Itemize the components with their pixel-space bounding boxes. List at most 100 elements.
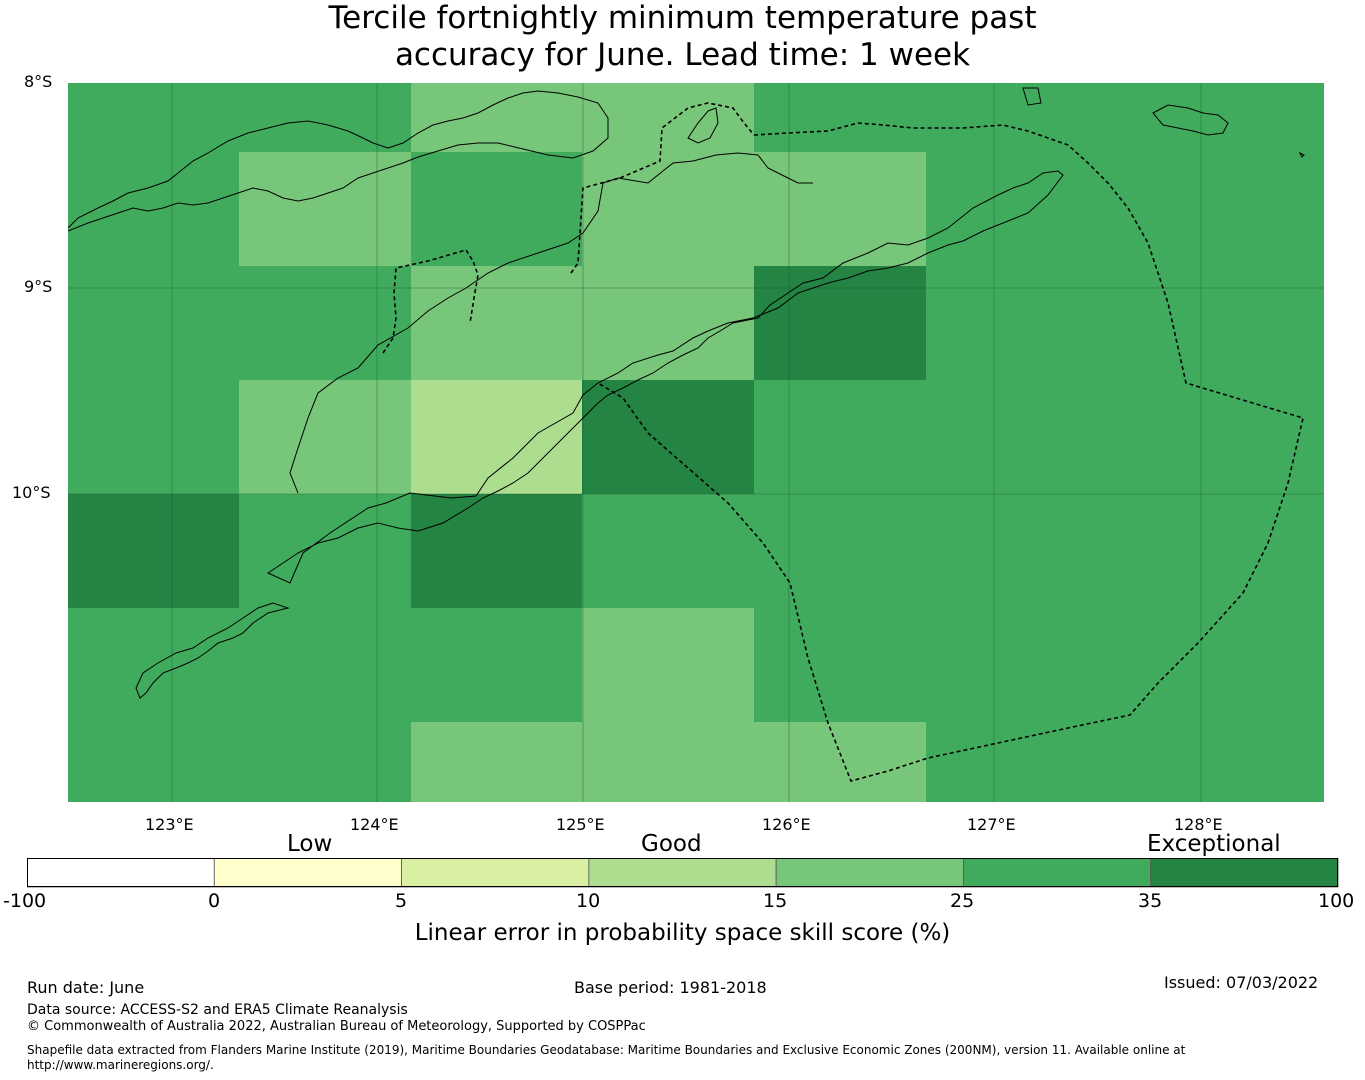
grid-cell [754, 380, 927, 495]
data-source: Data source: ACCESS-S2 and ERA5 Climate … [27, 1002, 408, 1018]
lat-label-8s: 8°S [24, 72, 53, 91]
coastlines [68, 87, 1305, 699]
lat-label-9s: 9°S [24, 277, 53, 296]
grid-cell [926, 494, 1098, 609]
grid-cell [68, 152, 240, 267]
grid-cell [411, 266, 583, 381]
grid-cell [1097, 608, 1324, 723]
map-title-line1: Tercile fortnightly minimum temperature … [328, 0, 1037, 36]
grid-cell [926, 722, 1098, 802]
lon-label-127e: 127°E [967, 815, 1016, 834]
issued-date: Issued: 07/03/2022 [1164, 973, 1319, 992]
grid-cell [68, 722, 240, 802]
grid-cell [411, 608, 583, 723]
colorbar-tick-5: 5 [395, 890, 408, 912]
grid-cell [926, 266, 1098, 381]
maritime-boundary-north [570, 102, 755, 274]
grid-cell [582, 83, 755, 153]
grid-cell [68, 266, 240, 381]
grid-cell [68, 494, 240, 609]
colorbar-border [27, 858, 1338, 887]
grid-cell [926, 380, 1098, 495]
colorbar-segment [963, 858, 1152, 888]
base-period: Base period: 1981-2018 [574, 978, 767, 997]
grid-cell [411, 494, 583, 609]
grid-cell [239, 83, 412, 153]
grid-cell [1097, 266, 1324, 381]
grid-cell [1097, 152, 1324, 267]
colorbar-segment [775, 858, 964, 888]
lon-label-125e: 125°E [556, 815, 605, 834]
colorbar-tick-25: 25 [950, 890, 975, 912]
grid-cell [1097, 494, 1324, 609]
wetar-islet [1022, 87, 1042, 106]
lon-label-126e: 126°E [762, 815, 811, 834]
grid-cell [239, 722, 412, 802]
colorbar-tick-0: 0 [208, 890, 221, 912]
colorbar-segment [588, 858, 777, 888]
colorbar-label: Linear error in probability space skill … [414, 920, 951, 946]
grid-cell [411, 722, 583, 802]
alor-island [1152, 104, 1229, 136]
lon-label-124e: 124°E [350, 815, 399, 834]
grid-cell [754, 608, 927, 723]
grid-cell [239, 266, 412, 381]
grid-cell [754, 266, 927, 381]
grid-cells [68, 83, 1324, 802]
grid-cell [239, 494, 412, 609]
grid-cell [1097, 722, 1324, 802]
copyright-notice: © Commonwealth of Australia 2022, Austra… [27, 1019, 646, 1034]
grid-cell [239, 380, 412, 495]
grid-cell [754, 494, 927, 609]
small-islet-atauro [687, 107, 719, 144]
grid-cell [926, 152, 1098, 267]
small-islet-east [1298, 151, 1305, 158]
map-title: Tercile fortnightly minimum temperature … [0, 0, 1365, 74]
colorbar-category-exceptional: Exceptional [1147, 831, 1281, 857]
grid-cell [582, 722, 755, 802]
grid-cell [68, 380, 240, 495]
shapefile-credit-line2: http://www.marineregions.org/. [27, 1058, 214, 1072]
grid-cell [926, 608, 1098, 723]
grid-cell [754, 152, 927, 267]
skill-score-map [68, 83, 1324, 802]
lon-label-123e: 123°E [145, 815, 194, 834]
colorbar-segment [1150, 858, 1339, 888]
grid-cell [582, 494, 755, 609]
colorbar-tick-minus100: -100 [3, 890, 47, 912]
colorbar-segment [213, 858, 402, 888]
colorbar-segment [401, 858, 590, 888]
gridlines [68, 83, 1324, 802]
grid-cell [754, 722, 927, 802]
grid-cell [582, 380, 755, 495]
lat-label-10s: 10°S [12, 483, 51, 502]
colorbar-tick-35: 35 [1138, 890, 1163, 912]
grid-cell [411, 83, 583, 153]
run-date: Run date: June [27, 978, 145, 997]
grid-cell [754, 83, 927, 153]
grid-cell [239, 152, 412, 267]
grid-cell [239, 608, 412, 723]
grid-cell [582, 608, 755, 723]
maritime-boundary-west [382, 249, 479, 354]
map-title-line2: accuracy for June. Lead time: 1 week [394, 37, 971, 73]
grid-cell [1097, 83, 1324, 153]
colorbar-category-good: Good [641, 831, 702, 857]
grid-cell [68, 83, 240, 153]
timor-north-coast [289, 152, 813, 494]
colorbar-tick-10: 10 [576, 890, 601, 912]
grid-cell [926, 83, 1098, 153]
flores-coastline [68, 90, 609, 232]
maritime-boundaries [382, 102, 1304, 782]
grid-cell [1097, 380, 1324, 495]
maritime-boundary-east [597, 122, 1304, 782]
grid-cell [411, 380, 583, 495]
map-panel [68, 83, 1324, 802]
shapefile-credit-line1: Shapefile data extracted from Flanders M… [27, 1043, 1186, 1057]
timor-coastline [266, 170, 1064, 584]
colorbar-tick-15: 15 [763, 890, 788, 912]
colorbar-tick-100: 100 [1318, 890, 1355, 912]
lon-label-128e: 128°E [1174, 815, 1223, 834]
grid-cell [582, 152, 755, 267]
grid-cell [582, 266, 755, 381]
